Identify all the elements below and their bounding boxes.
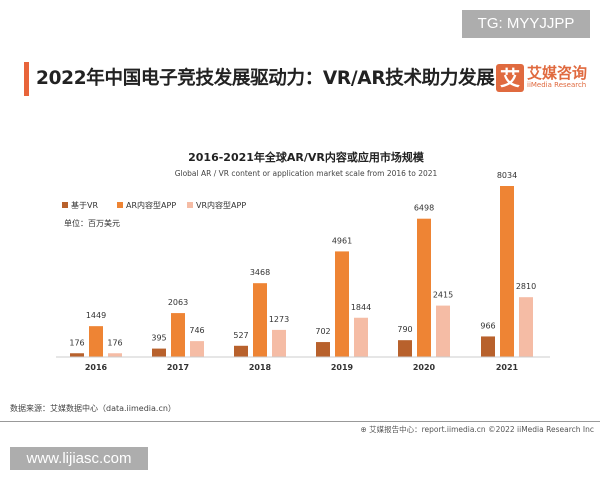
- data-label: 2063: [168, 298, 188, 307]
- bar: [89, 326, 103, 357]
- chart-title: 2016-2021年全球AR/VR内容或应用市场规模: [188, 150, 425, 164]
- data-label: 746: [189, 326, 204, 335]
- x-tick-label: 2019: [331, 363, 354, 372]
- data-label: 2415: [433, 291, 453, 300]
- footer-divider: [0, 421, 600, 422]
- legend: 基于VR AR内容型APP VR内容型APP: [62, 200, 246, 210]
- legend-swatch: [62, 202, 68, 208]
- logo-text-cn: 艾媒咨询: [527, 64, 588, 82]
- bar-chart: 2016-2021年全球AR/VR内容或应用市场规模 Global AR / V…: [56, 150, 550, 372]
- data-label: 966: [480, 321, 495, 330]
- bar: [70, 353, 84, 357]
- bar: [500, 186, 514, 357]
- legend-label: 基于VR: [71, 200, 98, 210]
- footer-report: ⊕ 艾媒报告中心：report.iimedia.cn ©2022 iiMedia…: [360, 424, 594, 435]
- data-label: 2810: [516, 282, 536, 291]
- data-label: 527: [233, 331, 248, 340]
- page-title: 2022年中国电子竞技发展驱动力：VR/AR技术助力发展: [36, 68, 495, 89]
- x-tick-label: 2020: [413, 363, 436, 372]
- data-source: 数据来源：艾媒数据中心（data.iimedia.cn）: [10, 404, 176, 413]
- data-label: 176: [107, 338, 122, 347]
- bar: [436, 305, 450, 357]
- x-tick-label: 2018: [249, 363, 272, 372]
- data-label: 1449: [86, 311, 106, 320]
- bar: [398, 340, 412, 357]
- bar: [234, 345, 248, 357]
- bar: [354, 317, 368, 357]
- logo-mark: 艾: [496, 64, 524, 92]
- bar: [417, 218, 431, 357]
- chart-unit: 单位：百万美元: [64, 218, 120, 228]
- bar: [108, 353, 122, 357]
- footer-report-text: 艾媒报告中心：report.iimedia.cn ©2022 iiMedia R…: [369, 425, 594, 434]
- x-tick-label: 2016: [85, 363, 108, 372]
- x-tick-label: 2021: [496, 363, 519, 372]
- legend-swatch: [187, 202, 193, 208]
- bar: [272, 329, 286, 357]
- bar: [481, 336, 495, 357]
- data-label: 3468: [250, 268, 270, 277]
- legend-label: AR内容型APP: [126, 200, 176, 210]
- data-label: 8034: [497, 171, 517, 180]
- watermark-top: TG: MYYJJPP: [462, 10, 590, 38]
- bar: [253, 283, 267, 357]
- logo-text-en: iiMedia Research: [527, 81, 587, 89]
- chart-subtitle: Global AR / VR content or application ma…: [175, 169, 438, 178]
- bar: [335, 251, 349, 357]
- bar: [152, 348, 166, 357]
- bar: [316, 342, 330, 357]
- data-label: 4961: [332, 236, 352, 245]
- legend-label: VR内容型APP: [196, 200, 246, 210]
- data-label: 790: [397, 325, 412, 334]
- bar: [519, 297, 533, 357]
- x-tick-label: 2017: [167, 363, 189, 372]
- data-label: 6498: [414, 204, 434, 213]
- data-label: 1844: [351, 303, 371, 312]
- data-label: 1273: [269, 315, 289, 324]
- watermark-bottom: www.lijiasc.com: [10, 447, 148, 470]
- data-label: 176: [69, 338, 84, 347]
- data-label: 702: [315, 327, 330, 336]
- bar: [171, 313, 185, 357]
- title-accent-bar: [24, 62, 29, 96]
- legend-swatch: [117, 202, 123, 208]
- data-label: 395: [151, 334, 166, 343]
- bar: [190, 341, 204, 357]
- globe-icon: ⊕: [360, 425, 370, 434]
